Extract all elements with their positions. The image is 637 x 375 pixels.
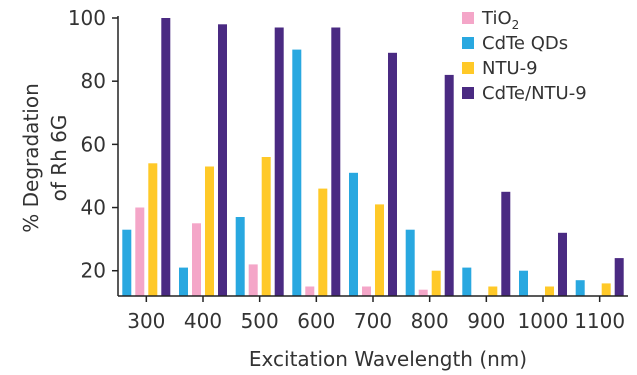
bar-cdte-ntu-9-1100 (614, 258, 624, 296)
x-tick-label-900: 900 (467, 309, 505, 333)
bars-group (122, 18, 624, 297)
bar-tio2-600 (305, 286, 315, 296)
legend-label-tio2: TiO2 (481, 8, 519, 32)
x-tick-label-300: 300 (127, 309, 165, 333)
bar-cdte-qds-500 (235, 217, 245, 296)
bar-cdte-ntu-9-900 (501, 191, 511, 297)
bar-ntu-9-900 (488, 286, 498, 296)
bar-cdte-ntu-9-300 (161, 18, 171, 296)
bar-ntu-9-700 (375, 204, 384, 296)
bar-cdte-qds-1000 (519, 270, 528, 296)
bar-ntu-9-1000 (545, 286, 554, 296)
bar-tio2-400 (192, 223, 201, 296)
bar-cdte-ntu-9-500 (274, 27, 284, 296)
x-axis-title: Excitation Wavelength (nm) (249, 347, 527, 371)
bar-tio2-300 (135, 207, 145, 296)
x-tick-labels: 300 400 500 600 700 800 900 1000 1100 (127, 296, 625, 333)
bar-cdte-ntu-9-800 (444, 74, 454, 297)
x-tick-label-600: 600 (297, 309, 335, 333)
bar-ntu-9-1100 (601, 283, 611, 296)
legend-swatch-cdte-ntu-9 (462, 87, 474, 99)
legend-swatch-tio2 (462, 12, 474, 24)
y-axis-title-line-2: of Rh 6G (47, 115, 71, 202)
y-tick-label-40: 40 (81, 196, 106, 220)
y-tick-labels: 20 40 60 80 100 (68, 6, 118, 283)
x-tick-label-400: 400 (184, 309, 222, 333)
bar-cdte-ntu-9-600 (331, 27, 341, 296)
y-axis-title-line-1: % Degradation (19, 83, 43, 233)
bar-cdte-qds-1100 (575, 280, 585, 296)
y-tick-label-100: 100 (68, 6, 106, 30)
bar-tio2-700 (362, 286, 371, 296)
y-tick-label-80: 80 (81, 69, 106, 93)
bar-cdte-qds-600 (292, 49, 302, 296)
legend-label-cdte-qds: CdTe QDs (482, 33, 568, 54)
x-tick-label-500: 500 (241, 309, 279, 333)
bar-cdte-ntu-9-1000 (558, 232, 567, 296)
bar-cdte-ntu-9-700 (388, 52, 397, 297)
bar-ntu-9-400 (205, 166, 214, 296)
bar-cdte-qds-800 (405, 229, 415, 296)
x-tick-label-700: 700 (354, 309, 392, 333)
bar-cdte-qds-900 (462, 267, 472, 296)
x-tick-label-1100: 1100 (574, 309, 625, 333)
legend-label-cdte-ntu-9: CdTe/NTU-9 (482, 83, 587, 104)
bar-ntu-9-600 (318, 188, 328, 296)
bar-ntu-9-800 (431, 270, 441, 296)
y-tick-label-60: 60 (81, 132, 106, 156)
x-tick-label-800: 800 (411, 309, 449, 333)
bar-tio2-500 (248, 264, 258, 296)
y-tick-label-20: 20 (81, 259, 106, 283)
legend-swatch-ntu-9 (462, 62, 474, 74)
bar-cdte-qds-400 (179, 267, 188, 296)
bar-cdte-qds-300 (122, 229, 132, 296)
bar-ntu-9-500 (261, 157, 271, 296)
legend-swatch-cdte-qds (462, 37, 474, 49)
legend-label-ntu-9: NTU-9 (482, 58, 538, 79)
bar-tio2-800 (418, 289, 428, 296)
bar-cdte-qds-700 (349, 172, 358, 296)
x-tick-label-1000: 1000 (518, 309, 569, 333)
bar-ntu-9-300 (148, 163, 158, 296)
y-axis-title: % Degradation of Rh 6G (19, 83, 71, 233)
bar-cdte-ntu-9-400 (218, 24, 227, 297)
